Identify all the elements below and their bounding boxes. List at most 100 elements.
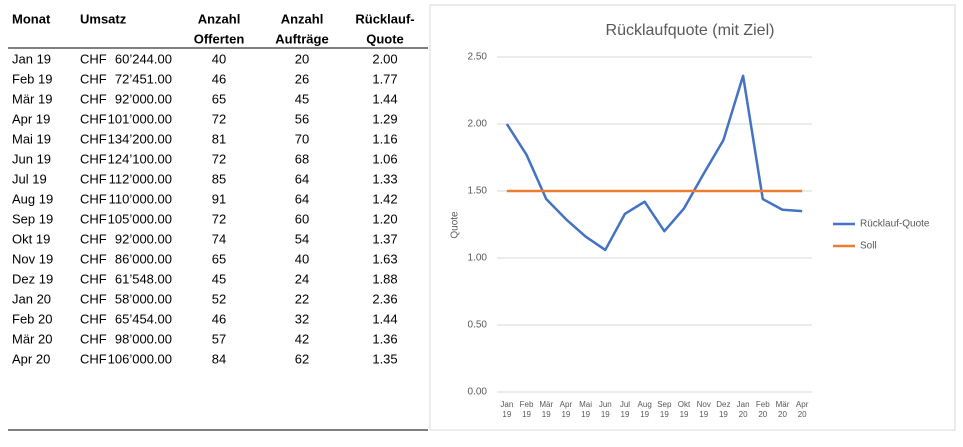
column-header: Anzahl [198, 11, 241, 26]
table-cell: 106’000.00 [108, 351, 172, 366]
y-tick-label: 1.00 [468, 253, 488, 264]
x-tick-label: Jun 19 [599, 400, 612, 419]
x-tick-label: Apr 19 [560, 400, 573, 419]
table-cell: 54 [295, 231, 309, 246]
table-cell: 101’000.00 [108, 111, 172, 126]
table-cell: Jul 19 [12, 171, 47, 186]
chart-title: Rücklaufquote (mit Ziel) [606, 22, 775, 39]
table-cell: 74 [212, 231, 226, 246]
x-tick-label: Feb 20 [756, 400, 770, 419]
table-cell: 1.06 [372, 151, 397, 166]
column-header: Offerten [194, 31, 245, 46]
x-tick-label: Dez 19 [716, 400, 730, 419]
table-cell: 32 [295, 311, 309, 326]
x-tick-label: Apr 20 [796, 400, 809, 419]
column-header: Rücklauf- [355, 11, 414, 26]
table-cell: 65 [212, 251, 226, 266]
table-cell: Jun 19 [12, 151, 51, 166]
table-cell: CHF [80, 271, 107, 286]
table-cell: 72 [212, 151, 226, 166]
table-cell: 105’000.00 [108, 211, 172, 226]
table-cell: 40 [295, 251, 309, 266]
table-cell: CHF [80, 111, 107, 126]
table-cell: CHF [80, 171, 107, 186]
table-cell: 92’000.00 [115, 231, 172, 246]
x-tick-label: Jan 19 [500, 400, 513, 419]
table-cell: 56 [295, 111, 309, 126]
table-cell: CHF [80, 231, 107, 246]
table-cell: Mai 19 [12, 131, 51, 146]
table-cell: Aug 19 [12, 191, 53, 206]
x-tick-label: Feb 19 [520, 400, 534, 419]
table-cell: 65 [212, 91, 226, 106]
table-cell: 65’454.00 [115, 311, 172, 326]
table-cell: CHF [80, 251, 107, 266]
legend-label: Rücklauf-Quote [860, 219, 930, 230]
table-cell: 1.33 [372, 171, 397, 186]
table-cell: CHF [80, 71, 107, 86]
x-tick-label: Jan 20 [737, 400, 750, 419]
x-tick-label: Aug 19 [638, 400, 652, 419]
table-cell: 91 [212, 191, 226, 206]
table-cell: 64 [295, 171, 309, 186]
series-line [505, 74, 803, 252]
table-cell: 2.00 [372, 51, 397, 66]
table-cell: 42 [295, 331, 309, 346]
legend-label: Soll [860, 241, 877, 252]
table-cell: 134’200.00 [108, 131, 172, 146]
table-cell: 85 [212, 171, 226, 186]
table-cell: Sep 19 [12, 211, 53, 226]
table-cell: 26 [295, 71, 309, 86]
x-tick-label: Jul 19 [620, 400, 630, 419]
table-cell: 1.44 [372, 311, 397, 326]
table-cell: CHF [80, 311, 107, 326]
column-header: Monat [12, 11, 51, 26]
table-cell: CHF [80, 51, 107, 66]
table-cell: CHF [80, 191, 107, 206]
x-tick-label: Nov 19 [697, 400, 711, 419]
table-cell: 20 [295, 51, 309, 66]
table-cell: 24 [295, 271, 309, 286]
table-cell: Dez 19 [12, 271, 53, 286]
table-cell: 72 [212, 111, 226, 126]
table-cell: Apr 19 [12, 111, 50, 126]
x-tick-label: Mai 19 [579, 400, 592, 419]
table-cell: 1.88 [372, 271, 397, 286]
table-cell: CHF [80, 151, 107, 166]
table-cell: 64 [295, 191, 309, 206]
table-cell: 52 [212, 291, 226, 306]
table-cell: CHF [80, 351, 107, 366]
y-tick-label: 2.00 [468, 119, 488, 130]
table-cell: Okt 19 [12, 231, 50, 246]
table-cell: CHF [80, 291, 107, 306]
table-cell: CHF [80, 131, 107, 146]
y-axis-label: Quote [450, 211, 461, 239]
table-cell: 98’000.00 [115, 331, 172, 346]
x-tick-label: Okt 19 [678, 400, 691, 419]
table-cell: 46 [212, 311, 226, 326]
table-cell: 1.44 [372, 91, 397, 106]
table-cell: 70 [295, 131, 309, 146]
table-cell: 62 [295, 351, 309, 366]
table-cell: 110’000.00 [109, 191, 172, 206]
table-cell: Nov 19 [12, 251, 53, 266]
table-cell: 1.29 [372, 111, 397, 126]
table-cell: Mär 19 [12, 91, 52, 106]
table-cell: 40 [212, 51, 226, 66]
table-cell: Feb 19 [12, 71, 52, 86]
table-cell: 81 [212, 131, 226, 146]
table-cell: 112’000.00 [109, 171, 172, 186]
y-tick-label: 0.00 [468, 387, 488, 398]
column-header: Anzahl [281, 11, 324, 26]
table-cell: Feb 20 [12, 311, 52, 326]
table-cell: 60 [295, 211, 309, 226]
table-cell: 1.35 [372, 351, 397, 366]
table-cell: CHF [80, 91, 107, 106]
x-tick-label: Mär 19 [539, 400, 553, 419]
table-cell: 2.36 [372, 291, 397, 306]
table-cell: 46 [212, 71, 226, 86]
table-cell: 86’000.00 [115, 251, 172, 266]
table-cell: Jan 20 [12, 291, 51, 306]
table-cell: 72’451.00 [115, 71, 172, 86]
table-cell: 1.16 [372, 131, 397, 146]
